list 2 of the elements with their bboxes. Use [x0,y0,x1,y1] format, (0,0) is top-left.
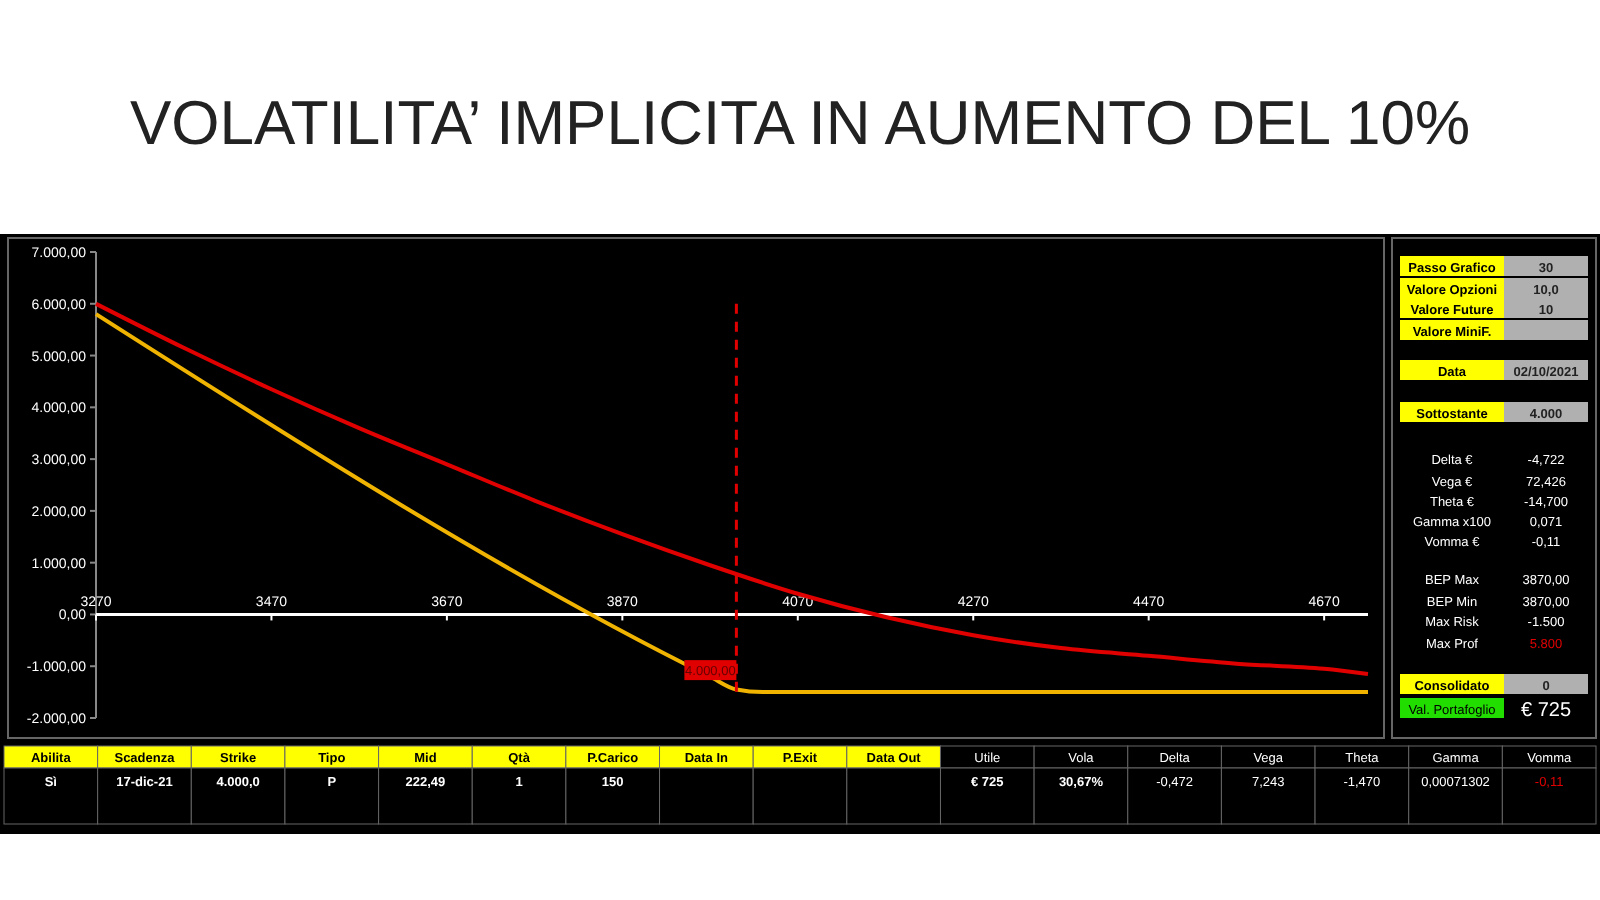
chart-title: VOLATILITA’ IMPLICITA IN AUMENTO DEL 10% [129,88,1471,158]
text: € 725 [1520,700,1572,722]
